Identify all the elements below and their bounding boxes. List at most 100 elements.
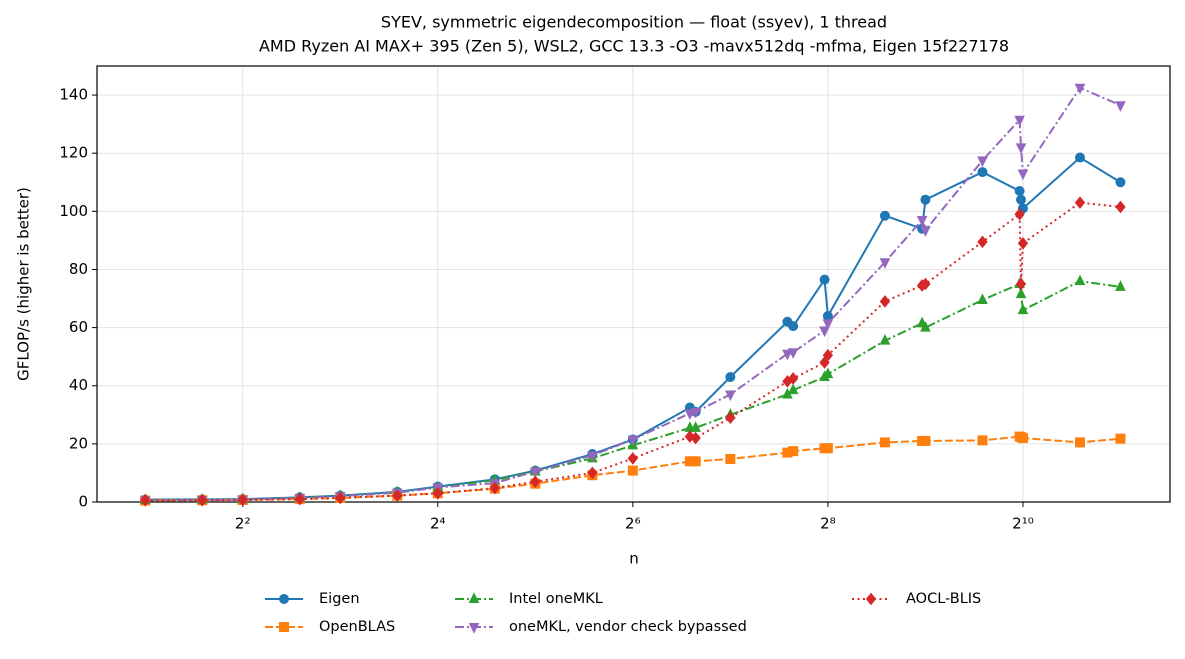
legend-label: Eigen xyxy=(319,591,360,607)
marker xyxy=(1017,303,1029,315)
marker xyxy=(690,431,701,445)
marker xyxy=(822,443,833,454)
marker xyxy=(977,235,988,249)
legend-label: oneMKL, vendor check bypassed xyxy=(509,619,747,635)
marker xyxy=(788,321,799,332)
marker xyxy=(788,372,799,385)
marker xyxy=(1115,433,1126,444)
legend-label: AOCL-BLIS xyxy=(906,591,981,607)
marker xyxy=(684,409,696,420)
marker xyxy=(690,456,701,467)
marker xyxy=(1074,274,1086,286)
marker xyxy=(822,319,834,330)
marker xyxy=(237,493,248,507)
marker xyxy=(819,326,830,338)
y-tick-label: 40 xyxy=(69,376,88,394)
plot-frame xyxy=(96,65,1171,503)
x-tick-label: 2¹⁰ xyxy=(1012,515,1034,533)
marker xyxy=(977,293,988,304)
series-line xyxy=(145,201,1121,502)
marker xyxy=(1115,177,1126,188)
marker xyxy=(1017,237,1029,250)
marker xyxy=(977,167,988,178)
marker xyxy=(197,493,208,507)
marker xyxy=(819,274,830,285)
legend-item: oneMKL, vendor check bypassed xyxy=(455,619,747,635)
marker xyxy=(1014,185,1025,196)
y-tick-label: 0 xyxy=(78,493,88,511)
y-tick-label: 20 xyxy=(69,434,88,452)
marker xyxy=(920,320,931,332)
x-tick-label: 2⁴ xyxy=(430,515,446,533)
y-axis-label: GFLOP/s (higher is better) xyxy=(15,187,33,381)
marker xyxy=(432,486,443,500)
marker xyxy=(335,491,346,505)
marker xyxy=(1015,287,1027,299)
legend-marker xyxy=(279,594,289,604)
x-tick-label: 2⁸ xyxy=(820,515,836,533)
marker xyxy=(920,277,931,291)
legend-label: OpenBLAS xyxy=(319,619,395,635)
legend-marker xyxy=(468,592,480,603)
marker xyxy=(1074,196,1086,209)
marker xyxy=(1115,200,1126,214)
marker xyxy=(1014,207,1025,221)
marker xyxy=(725,411,736,424)
marker xyxy=(920,226,931,237)
marker xyxy=(1015,143,1027,155)
legend-marker xyxy=(865,592,877,606)
marker xyxy=(787,383,799,395)
marker xyxy=(627,465,638,476)
marker xyxy=(1015,277,1027,291)
marker xyxy=(1074,83,1086,95)
legend-item: Intel oneMKL xyxy=(455,591,603,607)
legend-marker xyxy=(279,622,289,632)
marker xyxy=(1017,169,1029,181)
y-tick-label: 120 xyxy=(59,144,88,162)
marker xyxy=(822,348,834,362)
marker xyxy=(725,372,736,383)
marker xyxy=(725,390,736,402)
marker xyxy=(977,156,988,168)
chart-subtitle: AMD Ryzen AI MAX+ 395 (Zen 5), WSL2, GCC… xyxy=(259,37,1009,56)
legend-item: OpenBLAS xyxy=(265,619,395,635)
marker xyxy=(879,210,890,221)
marker xyxy=(140,493,151,507)
y-tick-label: 140 xyxy=(59,86,88,104)
marker xyxy=(1017,433,1028,444)
marker xyxy=(1014,115,1025,127)
legend-label: Intel oneMKL xyxy=(509,591,603,607)
marker xyxy=(879,334,891,345)
marker xyxy=(587,466,598,480)
marker xyxy=(690,421,701,432)
marker xyxy=(788,446,799,457)
marker xyxy=(822,367,834,379)
x-tick-label: 2⁶ xyxy=(625,515,641,533)
marker xyxy=(1016,194,1027,205)
chart-title: SYEV, symmetric eigendecomposition — flo… xyxy=(381,13,887,32)
marker xyxy=(392,489,403,502)
marker xyxy=(787,348,799,359)
marker xyxy=(879,258,891,269)
legend-marker xyxy=(468,623,480,634)
x-tick-label: 2² xyxy=(235,515,251,533)
y-tick-label: 60 xyxy=(69,318,88,336)
legend-item: AOCL-BLIS xyxy=(852,591,981,607)
marker xyxy=(822,310,833,321)
marker xyxy=(879,437,890,448)
marker xyxy=(529,467,541,479)
marker xyxy=(916,216,928,227)
x-axis-label: n xyxy=(629,550,639,568)
marker xyxy=(294,492,305,506)
marker xyxy=(1115,101,1126,112)
marker xyxy=(489,481,500,495)
marker xyxy=(977,435,988,446)
marker xyxy=(627,452,638,465)
legend-item: Eigen xyxy=(265,591,360,607)
marker xyxy=(725,453,736,464)
marker xyxy=(690,407,701,419)
marker xyxy=(1074,152,1085,163)
y-tick-label: 80 xyxy=(69,260,88,278)
marker xyxy=(1074,437,1085,448)
